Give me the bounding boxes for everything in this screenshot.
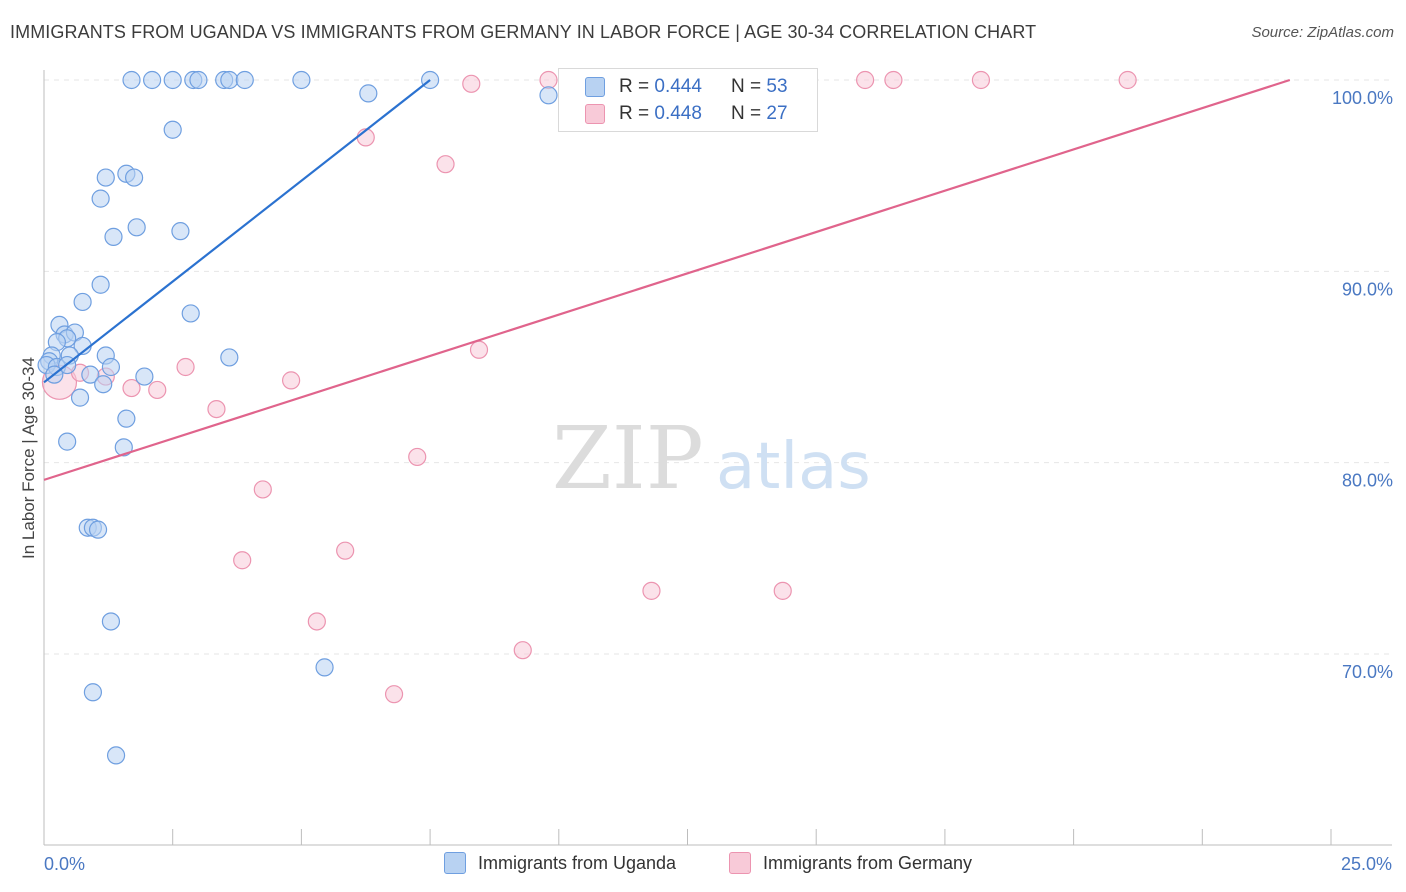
uganda-points <box>37 70 558 765</box>
germany-point <box>282 371 301 390</box>
legend-label-germany: Immigrants from Germany <box>763 852 973 873</box>
uganda-point <box>101 357 121 377</box>
germany-point <box>176 357 195 377</box>
legend-r-germany: R = 0.448 <box>619 103 702 124</box>
uganda-point <box>117 409 136 428</box>
uganda-point <box>91 275 110 294</box>
uganda-point <box>114 438 133 457</box>
uganda-point <box>81 365 100 384</box>
uganda-point <box>235 70 254 90</box>
legend-r-uganda: R = 0.444 <box>619 76 702 97</box>
uganda-point <box>539 86 558 105</box>
watermark-zip: ZIP <box>552 409 704 509</box>
uganda-point <box>163 70 182 90</box>
germany-point <box>122 378 141 398</box>
legend-item-uganda: Immigrants from Uganda <box>444 852 676 874</box>
uganda-point <box>143 70 162 90</box>
uganda-point <box>127 218 146 237</box>
uganda-point <box>73 292 92 312</box>
x-tick-label-max: 25.0% <box>1341 854 1392 874</box>
uganda-point <box>359 84 378 103</box>
axes <box>43 70 1392 846</box>
germany-point <box>207 399 226 419</box>
uganda-point <box>58 432 77 451</box>
legend-swatch-germany <box>585 104 605 124</box>
uganda-point <box>101 612 121 631</box>
germany-point <box>336 541 355 560</box>
uganda-point <box>171 222 190 241</box>
uganda-point <box>94 375 113 394</box>
y-axis-label: In Labor Force | Age 30-34 <box>19 357 38 559</box>
germany-point <box>384 685 404 704</box>
legend-n-germany: N = 27 <box>731 103 788 124</box>
legend-swatch-uganda-bottom <box>444 852 466 874</box>
y-tick-labels: 70.0% 80.0% 90.0% 100.0% <box>1332 88 1393 682</box>
series-legend: Immigrants from Uganda Immigrants from G… <box>0 852 1406 878</box>
germany-point <box>148 380 167 400</box>
uganda-point <box>104 227 123 246</box>
legend-n-uganda: N = 53 <box>731 76 788 97</box>
watermark: ZIP atlas <box>552 409 871 509</box>
germany-point <box>642 581 661 600</box>
uganda-point <box>124 168 144 187</box>
uganda-point <box>163 120 182 139</box>
x-tick-marks <box>43 829 1332 845</box>
germany-point <box>253 480 272 499</box>
germany-points <box>41 70 1137 704</box>
uganda-point <box>135 367 154 386</box>
uganda-point <box>91 189 110 208</box>
germany-point <box>408 447 427 467</box>
legend-swatch-germany-bottom <box>729 852 751 874</box>
legend-swatch-uganda <box>585 77 605 97</box>
germany-point <box>773 581 792 600</box>
uganda-point <box>292 70 311 90</box>
uganda-point <box>122 70 141 90</box>
legend-item-germany: Immigrants from Germany <box>729 852 972 874</box>
correlation-legend: R = 0.444 N = 53 R = 0.448 N = 27 <box>558 68 818 132</box>
y-tick-label: 100.0% <box>1332 88 1393 108</box>
germany-point <box>307 612 326 631</box>
germany-trend-line <box>43 78 1291 481</box>
uganda-point <box>83 683 103 702</box>
y-tick-label: 90.0% <box>1342 279 1393 299</box>
germany-point <box>436 155 455 174</box>
germany-point <box>856 70 875 90</box>
uganda-point <box>220 70 239 90</box>
germany-point <box>971 70 991 90</box>
chart-title: IMMIGRANTS FROM UGANDA VS IMMIGRANTS FRO… <box>10 22 1037 42</box>
source-label: Source: ZipAtlas.com <box>1251 24 1394 41</box>
trend-lines <box>43 78 1291 481</box>
y-tick-label: 70.0% <box>1342 662 1393 682</box>
uganda-point <box>315 658 334 677</box>
x-tick-label-min: 0.0% <box>44 854 85 874</box>
legend-label-uganda: Immigrants from Uganda <box>478 852 677 873</box>
y-tick-label: 80.0% <box>1342 471 1393 491</box>
uganda-point <box>106 746 126 765</box>
germany-point <box>884 70 903 90</box>
germany-point <box>462 74 481 93</box>
germany-point <box>1118 70 1137 90</box>
uganda-point <box>189 70 208 90</box>
uganda-point <box>220 348 239 367</box>
grid-lines <box>44 79 1392 655</box>
uganda-point <box>88 520 108 539</box>
germany-point <box>539 70 558 90</box>
uganda-point <box>181 304 200 323</box>
uganda-trend-line <box>43 79 431 384</box>
germany-point <box>469 340 489 359</box>
germany-point <box>513 641 532 660</box>
watermark-atlas: atlas <box>716 430 871 504</box>
uganda-point <box>70 388 90 407</box>
uganda-point <box>96 168 115 187</box>
germany-point <box>233 551 252 570</box>
